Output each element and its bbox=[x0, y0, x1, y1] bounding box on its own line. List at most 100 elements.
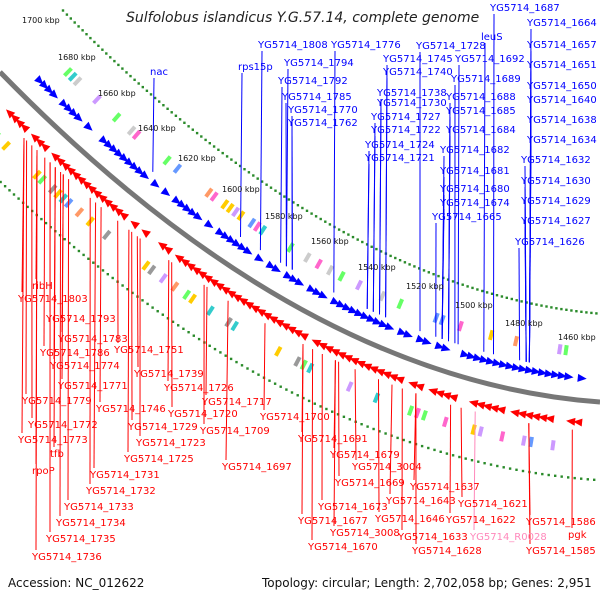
gene-label[interactable]: YG5714_1738 bbox=[376, 88, 447, 99]
gene-label[interactable]: leuS bbox=[481, 32, 503, 43]
gene-label[interactable]: YG5714_1585 bbox=[525, 546, 596, 557]
gene-label[interactable]: YG5714_1726 bbox=[163, 383, 234, 394]
gene-label[interactable]: YG5714_1723 bbox=[135, 438, 206, 449]
forward-gene-arrow bbox=[242, 246, 253, 255]
gene-label[interactable]: YG5714_1783 bbox=[57, 334, 128, 345]
gene-label[interactable]: YG5714_1728 bbox=[415, 41, 486, 52]
gene-label[interactable]: YG5714_1669 bbox=[334, 478, 405, 489]
gene-label[interactable]: YG5714_1586 bbox=[525, 517, 596, 528]
gene-label[interactable]: YG5714_1731 bbox=[89, 470, 160, 481]
gene-label[interactable]: YG5714_1770 bbox=[287, 105, 358, 116]
gene-label[interactable]: YG5714_1640 bbox=[526, 95, 597, 106]
gene-label[interactable]: tfb bbox=[50, 449, 64, 460]
gene-label[interactable]: YG5714_1622 bbox=[445, 515, 516, 526]
gene-label[interactable]: YG5714_1657 bbox=[526, 40, 597, 51]
gene-label[interactable]: YG5714_1727 bbox=[370, 112, 441, 123]
gene-label[interactable]: YG5714_1740 bbox=[382, 67, 453, 78]
gene-label[interactable]: YG5714_1771 bbox=[57, 381, 128, 392]
gene-label[interactable]: YG5714_1638 bbox=[526, 115, 597, 126]
gc-dot bbox=[221, 151, 224, 155]
gene-label[interactable]: YG5714_1739 bbox=[133, 369, 204, 380]
forward-gene-arrow bbox=[265, 260, 276, 269]
gene-label[interactable]: YG5714_1697 bbox=[221, 462, 292, 473]
gc-dot bbox=[121, 284, 124, 287]
gene-label[interactable]: YG5714_1776 bbox=[330, 40, 401, 51]
gene-label[interactable]: YG5714_1633 bbox=[397, 532, 468, 543]
gene-label[interactable]: YG5714_1688 bbox=[445, 92, 516, 103]
gene-label[interactable]: YG5714_1650 bbox=[526, 81, 597, 92]
gc-dot bbox=[153, 96, 157, 100]
gene-label[interactable]: YG5714_1670 bbox=[307, 542, 378, 553]
gene-label[interactable]: YG5714_1730 bbox=[376, 98, 447, 109]
gene-label[interactable]: YG5714_1722 bbox=[370, 125, 441, 136]
gene-label[interactable]: YG5714_3004 bbox=[351, 462, 422, 473]
gene-label[interactable]: YG5714_1745 bbox=[382, 54, 453, 65]
gene-label[interactable]: pgk bbox=[568, 530, 587, 541]
gene-label[interactable]: YG5714_1724 bbox=[364, 140, 435, 151]
gene-label[interactable]: YG5714_1717 bbox=[201, 397, 272, 408]
gene-label[interactable]: YG5714_3008 bbox=[329, 528, 400, 539]
gene-label[interactable]: YG5714_1685 bbox=[445, 106, 516, 117]
gene-label[interactable]: YG5714_1684 bbox=[445, 125, 516, 136]
gene-label[interactable]: YG5714_1808 bbox=[257, 40, 328, 51]
gene-label[interactable]: rpoP bbox=[32, 466, 55, 477]
gc-dot bbox=[466, 285, 469, 288]
gene-label[interactable]: YG5714_1692 bbox=[454, 54, 525, 65]
gene-label[interactable]: nac bbox=[150, 67, 168, 78]
gene-label[interactable]: YG5714_1785 bbox=[281, 92, 352, 103]
gene-label[interactable]: YG5714_1651 bbox=[526, 60, 597, 71]
gene-label[interactable]: YG5714_1630 bbox=[520, 176, 591, 187]
gc-dot bbox=[483, 462, 486, 465]
gene-label[interactable]: YG5714_1792 bbox=[277, 76, 348, 87]
gene-label[interactable]: YG5714_1665 bbox=[431, 212, 502, 223]
gene-label[interactable]: YG5714_1774 bbox=[49, 361, 120, 372]
gene-label[interactable]: YG5714_1674 bbox=[439, 198, 510, 209]
gene-label[interactable]: YG5714_1729 bbox=[127, 422, 198, 433]
gene-label[interactable]: YG5714_1793 bbox=[45, 314, 116, 325]
gene-label[interactable]: YG5714_1772 bbox=[27, 420, 98, 431]
gene-label[interactable]: YG5714_1634 bbox=[526, 135, 597, 146]
gene-label[interactable]: rps15p bbox=[238, 62, 273, 73]
gene-label[interactable]: YG5714_1673 bbox=[317, 502, 388, 513]
gene-label[interactable]: YG5714_1735 bbox=[45, 534, 116, 545]
gene-label[interactable]: YG5714_1803 bbox=[17, 294, 88, 305]
gene-label[interactable]: YG5714_1679 bbox=[329, 450, 400, 461]
gene-label[interactable]: YG5714_1746 bbox=[95, 404, 166, 415]
gene-label[interactable]: YG5714_1709 bbox=[199, 426, 270, 437]
gene-label[interactable]: YG5714_1632 bbox=[520, 155, 591, 166]
gc-dot bbox=[520, 300, 523, 303]
gene-label[interactable]: YG5714_1732 bbox=[85, 486, 156, 497]
gene-label[interactable]: YG5714_1794 bbox=[283, 58, 354, 69]
gene-label[interactable]: YG5714_1721 bbox=[364, 153, 435, 164]
gene-label[interactable]: YG5714_R0028 bbox=[469, 532, 547, 543]
gene-label[interactable]: YG5714_1646 bbox=[374, 514, 445, 525]
gene-label[interactable]: YG5714_1621 bbox=[457, 499, 528, 510]
gene-label[interactable]: YG5714_1637 bbox=[409, 482, 480, 493]
gene-label[interactable]: YG5714_1773 bbox=[17, 435, 88, 446]
gene-label[interactable]: YG5714_1689 bbox=[450, 74, 521, 85]
gene-label[interactable]: YG5714_1643 bbox=[385, 496, 456, 507]
gene-label[interactable]: YG5714_1677 bbox=[297, 516, 368, 527]
gene-label[interactable]: YG5714_1629 bbox=[520, 196, 591, 207]
gene-label[interactable]: YG5714_1734 bbox=[55, 518, 126, 529]
gene-label[interactable]: YG5714_1733 bbox=[63, 502, 134, 513]
gene-label[interactable]: YG5714_1681 bbox=[439, 166, 510, 177]
gene-label[interactable]: YG5714_1786 bbox=[39, 348, 110, 359]
gene-label[interactable]: YG5714_1682 bbox=[439, 145, 510, 156]
gene-label[interactable]: YG5714_1720 bbox=[167, 409, 238, 420]
gene-label[interactable]: ribH bbox=[32, 281, 53, 292]
gene-label[interactable]: YG5714_1751 bbox=[113, 345, 184, 356]
gene-label[interactable]: YG5714_1736 bbox=[31, 552, 102, 563]
gene-label[interactable]: YG5714_1762 bbox=[287, 118, 358, 129]
gene-label[interactable]: YG5714_1779 bbox=[21, 396, 92, 407]
gene-label[interactable]: YG5714_1680 bbox=[439, 184, 510, 195]
gene-label[interactable]: YG5714_1687 bbox=[489, 3, 560, 14]
gene-label[interactable]: YG5714_1691 bbox=[297, 434, 368, 445]
gene-label[interactable]: YG5714_1725 bbox=[123, 454, 194, 465]
gene-label[interactable]: YG5714_1700 bbox=[259, 412, 330, 423]
gene-label[interactable]: YG5714_1664 bbox=[526, 18, 597, 29]
gene-label[interactable]: YG5714_1628 bbox=[411, 546, 482, 557]
gc-dot bbox=[230, 158, 233, 161]
gene-label[interactable]: YG5714_1626 bbox=[514, 237, 585, 248]
gene-label[interactable]: YG5714_1627 bbox=[520, 216, 591, 227]
